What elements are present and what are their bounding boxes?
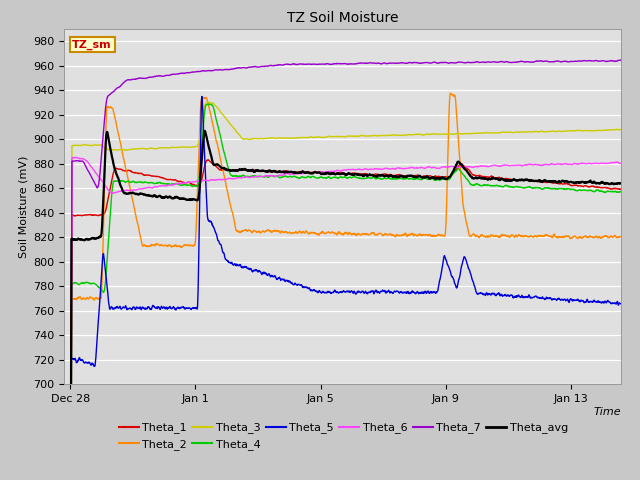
Theta_4 xyxy=(326,175,333,180)
Theta_2 xyxy=(95,296,103,301)
Theta_7 xyxy=(340,60,348,66)
Theta_6 xyxy=(510,163,518,168)
Theta_5 xyxy=(198,94,206,99)
Theta_1 xyxy=(340,171,348,177)
Theta_2 xyxy=(340,230,348,236)
Theta_2 xyxy=(613,235,621,240)
Theta_5 xyxy=(326,289,333,295)
Theta_avg xyxy=(201,128,209,134)
Theta_6 xyxy=(72,155,80,160)
Theta_1 xyxy=(510,177,518,183)
Line: Theta_3: Theta_3 xyxy=(70,102,634,480)
Theta_avg xyxy=(326,171,333,177)
Theta_6 xyxy=(613,159,621,165)
Line: Theta_1: Theta_1 xyxy=(70,160,634,480)
Theta_3 xyxy=(95,142,103,148)
Theta_4 xyxy=(510,185,518,191)
Theta_4 xyxy=(340,174,348,180)
Theta_2 xyxy=(447,90,454,96)
Line: Theta_5: Theta_5 xyxy=(70,96,634,480)
Theta_5 xyxy=(613,299,621,305)
Theta_1 xyxy=(326,170,333,176)
Theta_3 xyxy=(205,99,212,105)
Line: Theta_6: Theta_6 xyxy=(70,157,634,480)
Theta_3 xyxy=(326,133,333,139)
Theta_4 xyxy=(613,190,621,195)
Theta_6 xyxy=(340,167,348,173)
Theta_1 xyxy=(613,186,621,192)
Text: TZ_sm: TZ_sm xyxy=(72,39,112,50)
Theta_1 xyxy=(613,186,621,192)
Theta_5 xyxy=(613,299,621,304)
Theta_2 xyxy=(325,229,333,235)
Title: TZ Soil Moisture: TZ Soil Moisture xyxy=(287,11,398,25)
Theta_4 xyxy=(204,101,212,107)
Theta_2 xyxy=(510,234,518,240)
Theta_6 xyxy=(326,168,333,174)
Theta_4 xyxy=(95,284,103,290)
Line: Theta_avg: Theta_avg xyxy=(70,131,634,480)
Theta_avg xyxy=(95,235,103,240)
Legend: Theta_1, Theta_2, Theta_3, Theta_4, Theta_5, Theta_6, Theta_7, Theta_avg: Theta_1, Theta_2, Theta_3, Theta_4, Thet… xyxy=(114,418,573,454)
Theta_6 xyxy=(613,159,621,165)
Theta_1 xyxy=(95,212,103,218)
Theta_3 xyxy=(340,133,348,139)
Line: Theta_7: Theta_7 xyxy=(70,60,634,480)
Line: Theta_4: Theta_4 xyxy=(70,104,634,480)
Theta_6 xyxy=(95,175,103,180)
Theta_5 xyxy=(340,288,348,294)
Theta_3 xyxy=(510,130,518,135)
Y-axis label: Soil Moisture (mV): Soil Moisture (mV) xyxy=(19,155,29,258)
Theta_7 xyxy=(510,60,518,65)
Theta_3 xyxy=(613,127,621,132)
Theta_avg xyxy=(340,171,348,177)
Theta_2 xyxy=(613,235,621,240)
Theta_avg xyxy=(613,181,621,187)
Theta_5 xyxy=(510,295,518,300)
Theta_3 xyxy=(613,127,621,132)
Theta_avg xyxy=(510,176,518,182)
Theta_7 xyxy=(613,59,621,64)
Theta_7 xyxy=(325,61,333,67)
Text: Time: Time xyxy=(593,407,621,417)
Theta_1 xyxy=(204,157,212,163)
Theta_7 xyxy=(616,57,623,63)
Line: Theta_2: Theta_2 xyxy=(70,93,634,480)
Theta_7 xyxy=(613,58,621,64)
Theta_4 xyxy=(613,189,621,195)
Theta_7 xyxy=(95,179,103,185)
Theta_5 xyxy=(95,310,103,316)
Theta_avg xyxy=(613,180,621,186)
